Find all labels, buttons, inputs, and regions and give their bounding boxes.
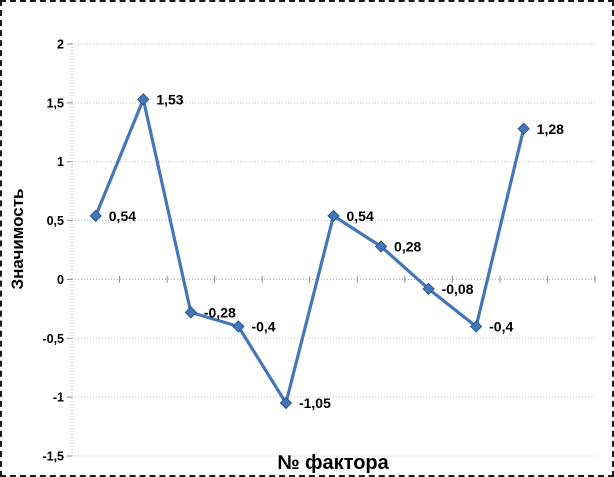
data-point-marker	[89, 209, 102, 223]
y-axis-tick-label: 2	[57, 38, 64, 52]
data-labels-layer: 0,54 1,53 -0,28 -0,4 -1,05 0,54 0,28 -0,08 -0,4 1…	[109, 91, 564, 411]
data-point-label: -0,08	[442, 281, 474, 297]
data-point-label: 0,54	[347, 208, 374, 224]
data-point-marker	[184, 306, 198, 319]
y-axis-title: Значимость	[8, 188, 27, 289]
y-axis-tick-label: 0,5	[47, 214, 64, 228]
data-point-marker	[232, 320, 245, 333]
data-point-label: -0,4	[489, 319, 513, 335]
data-point-label: 0,54	[109, 208, 136, 224]
series-line	[94, 97, 526, 405]
data-point-label: 1,53	[156, 91, 183, 107]
data-point-label: -1,05	[299, 395, 331, 411]
data-point-label: 1,28	[537, 121, 564, 137]
data-point-label: 0,28	[394, 238, 421, 254]
grid-layer	[72, 43, 595, 457]
data-point-marker	[422, 282, 435, 296]
series-layer	[89, 93, 530, 410]
y-axis-tick-label: -1,5	[42, 450, 64, 464]
axes-layer: 2 1,5 1 0,5 0 -0,5 -1 -1,5	[42, 38, 596, 464]
y-axis-tick-label: 0	[57, 273, 64, 287]
x-axis-title: № фактора	[277, 452, 389, 474]
data-point-marker	[469, 320, 483, 333]
y-axis-tick-label: -1	[53, 391, 64, 405]
y-axis-tick-label: 1	[57, 155, 64, 169]
data-point-label: -0,28	[204, 304, 236, 320]
data-point-marker	[517, 122, 530, 135]
data-point-marker	[374, 240, 388, 253]
data-point-marker	[327, 209, 340, 223]
y-axis-tick-label: 1,5	[47, 96, 64, 110]
data-point-label: -0,4	[251, 319, 275, 335]
y-axis-tick-label: -0,5	[42, 332, 64, 346]
data-point-marker	[137, 93, 150, 106]
data-point-marker	[279, 396, 293, 410]
